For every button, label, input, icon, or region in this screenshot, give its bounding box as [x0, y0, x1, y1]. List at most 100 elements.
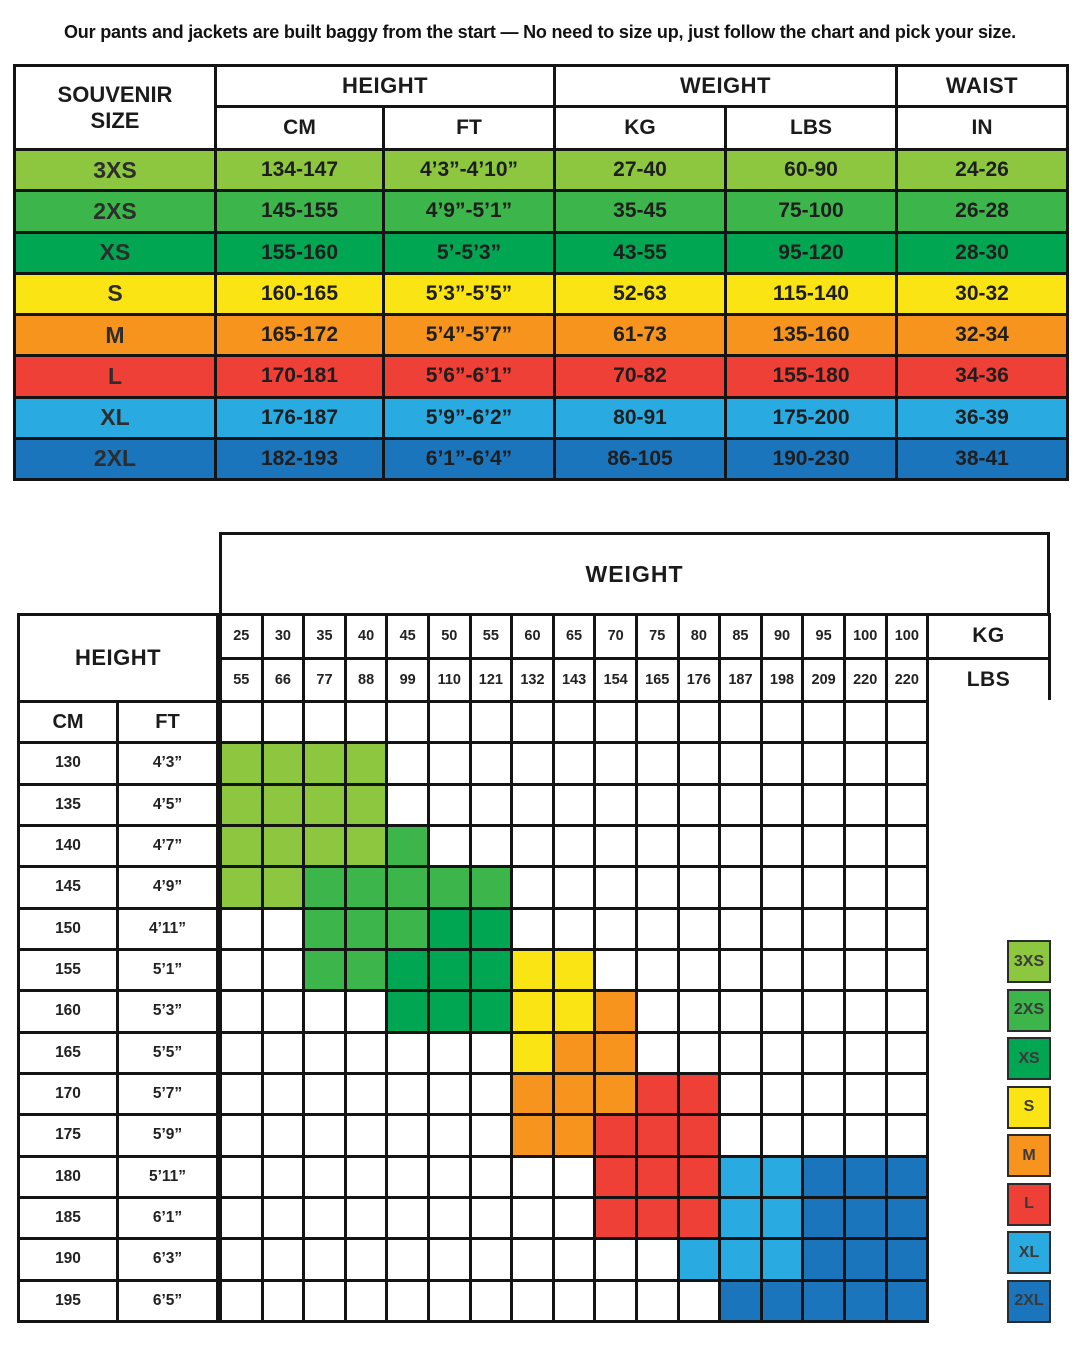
size-range-cell: 5’4”-5’7”: [385, 316, 553, 355]
grid-cell: [388, 909, 427, 948]
grid-cell: [388, 1157, 427, 1196]
grid-cell: [887, 1074, 927, 1114]
grid-cell: [887, 826, 927, 866]
grid-cell: [513, 909, 552, 948]
grid-cell: [637, 785, 677, 824]
grid-cell: [222, 1157, 261, 1196]
grid-cell: [762, 868, 802, 907]
grid-cell: [637, 703, 677, 742]
grid-cell: [845, 826, 885, 866]
grid-cell: [513, 868, 552, 907]
kg-value-cell: 40: [346, 616, 386, 657]
grid-cell: [637, 950, 677, 990]
grid-cell: [388, 703, 427, 742]
grid-cell: [305, 785, 344, 824]
size-range-cell: 30-32: [898, 274, 1066, 313]
lbs-value-cell: 154: [596, 659, 635, 700]
grid-cell: [845, 1240, 885, 1279]
grid-cell: [263, 1116, 303, 1155]
lbs-value-cell: 77: [305, 659, 344, 700]
grid-cell: [762, 703, 802, 742]
grid-cell: [513, 785, 552, 824]
height-scale-column: CM FT 130 4’3” 135 4’5” 140 4’7” 145 4’9” 150 4’11”…: [17, 700, 219, 1323]
grid-cell: [637, 1157, 677, 1196]
grid-cell: [222, 1074, 261, 1114]
grid-cell: [222, 1281, 261, 1320]
size-range-cell: 115-140: [727, 274, 895, 313]
grid-cell: [554, 744, 594, 783]
grid-cell: [429, 1074, 469, 1114]
size-table-unit-header: IN: [898, 108, 1066, 148]
grid-cell: [762, 1157, 802, 1196]
grid-cell: [596, 1281, 635, 1320]
grid-cell: [471, 1033, 511, 1072]
grid-cell: [429, 785, 469, 824]
grid-cell: [388, 1033, 427, 1072]
lbs-value-cell: 220: [887, 659, 927, 700]
grid-cell: [804, 785, 843, 824]
grid-cell: [388, 744, 427, 783]
grid-cell: [263, 826, 303, 866]
size-range-cell: 43-55: [556, 233, 724, 272]
grid-cell: [887, 868, 927, 907]
size-range-cell: 60-90: [727, 151, 895, 190]
grid-cell: [762, 992, 802, 1031]
height-cm-cell: 195: [20, 1281, 116, 1320]
grid-cell: [596, 1198, 635, 1238]
grid-cell: [388, 992, 427, 1031]
grid-cell: [429, 1033, 469, 1072]
grid-cell: [554, 826, 594, 866]
size-range-cell: 95-120: [727, 233, 895, 272]
grid-cell: [679, 950, 719, 990]
grid-cell: [305, 992, 344, 1031]
cm-unit-label: CM: [20, 703, 116, 742]
grid-cell: [471, 703, 511, 742]
height-ft-cell: 6’3”: [119, 1240, 216, 1279]
grid-cell: [804, 909, 843, 948]
height-ft-cell: 5’7”: [119, 1074, 216, 1114]
grid-cell: [263, 992, 303, 1031]
lbs-value-cell: 132: [513, 659, 552, 700]
height-ft-cell: 5’3”: [119, 992, 216, 1031]
grid-cell: [762, 950, 802, 990]
grid-cell: [429, 1240, 469, 1279]
height-cm-cell: 190: [20, 1240, 116, 1279]
grid-cell: [637, 1033, 677, 1072]
grid-cell: [679, 992, 719, 1031]
grid-cell: [721, 1281, 760, 1320]
grid-cell: [305, 1074, 344, 1114]
size-range-cell: 24-26: [898, 151, 1066, 190]
grid-cell: [513, 1281, 552, 1320]
size-range-cell: 135-160: [727, 316, 895, 355]
size-table-unit-header: CM: [217, 108, 382, 148]
grid-cell: [305, 1157, 344, 1196]
grid-cell: [554, 703, 594, 742]
grid-cell: [721, 785, 760, 824]
grid-cell: [804, 950, 843, 990]
grid-cell: [263, 744, 303, 783]
grid-cell: [263, 950, 303, 990]
lbs-value-cell: 220: [845, 659, 885, 700]
size-range-cell: 155-160: [217, 233, 382, 272]
grid-cell: [471, 826, 511, 866]
kg-value-cell: 70: [596, 616, 635, 657]
grid-cell: [263, 1157, 303, 1196]
legend-item-2xs: 2XS: [1007, 988, 1051, 1032]
kg-value-cell: 90: [762, 616, 802, 657]
size-table-group-header: WEIGHT: [556, 67, 895, 105]
size-label-cell: M: [16, 316, 214, 355]
grid-cell: [346, 1116, 386, 1155]
grid-cell: [429, 826, 469, 866]
height-ft-cell: 5’1”: [119, 950, 216, 990]
grid-cell: [263, 1198, 303, 1238]
lbs-value-cell: 88: [346, 659, 386, 700]
grid-cell: [513, 1198, 552, 1238]
height-ft-cell: 4’5”: [119, 785, 216, 824]
grid-cell: [222, 1116, 261, 1155]
grid-cell: [388, 868, 427, 907]
kg-value-cell: 30: [263, 616, 303, 657]
grid-cell: [471, 1116, 511, 1155]
height-cm-cell: 165: [20, 1033, 116, 1072]
grid-cell: [346, 909, 386, 948]
grid-cell: [845, 785, 885, 824]
